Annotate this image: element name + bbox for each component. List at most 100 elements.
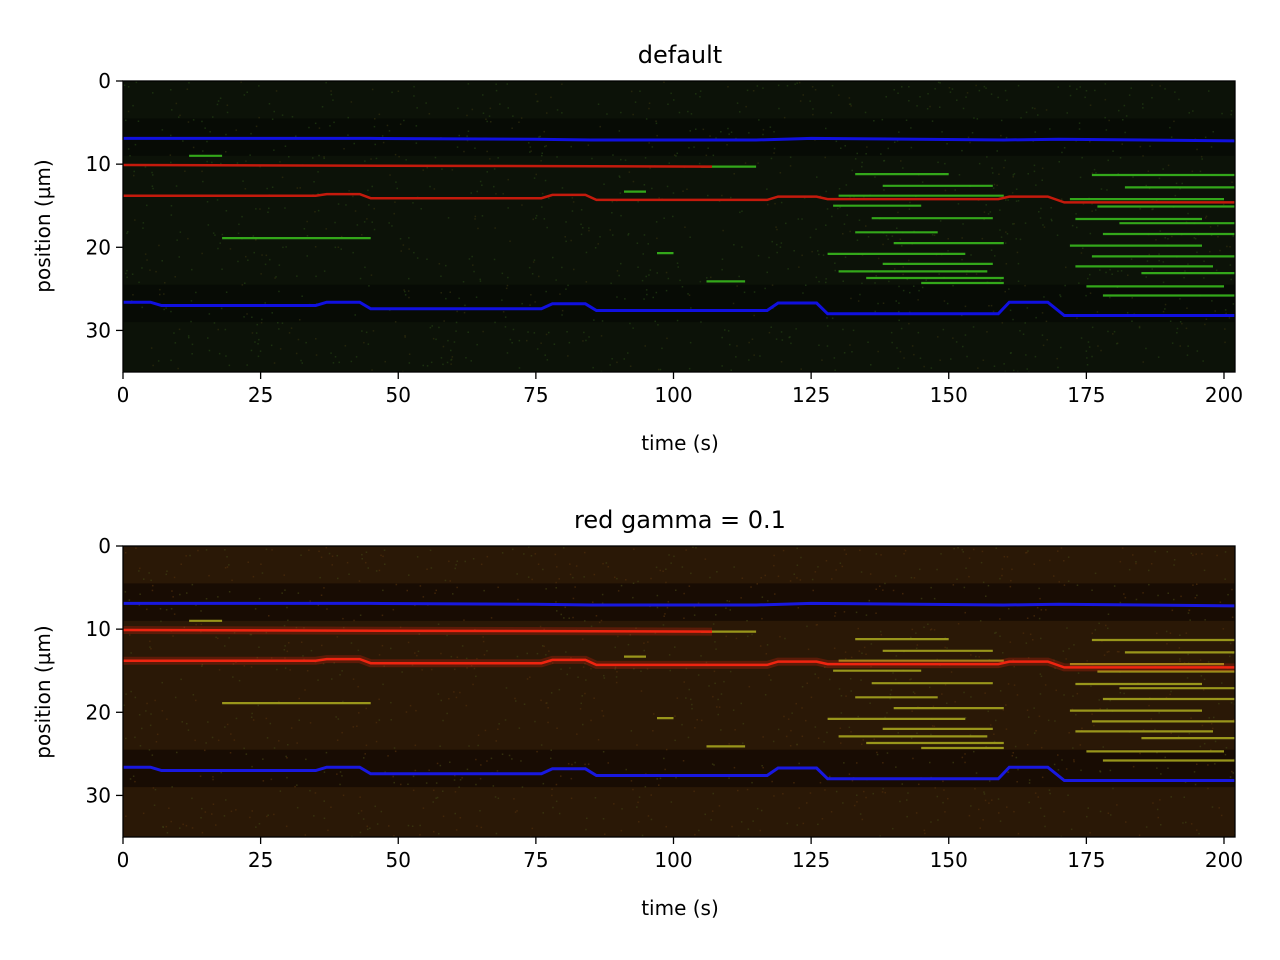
noise-pixel xyxy=(455,829,458,831)
noise-pixel xyxy=(786,822,789,825)
x-tick-label: 150 xyxy=(930,383,968,407)
noise-pixel xyxy=(638,796,641,798)
noise-pixel xyxy=(565,240,567,243)
noise-pixel xyxy=(456,560,458,562)
noise-pixel xyxy=(235,129,237,131)
noise-pixel xyxy=(394,153,397,156)
noise-pixel xyxy=(962,223,964,225)
noise-pixel xyxy=(380,554,382,557)
noise-pixel xyxy=(1109,699,1111,702)
noise-pixel xyxy=(296,275,298,277)
noise-pixel xyxy=(507,207,509,209)
noise-pixel xyxy=(344,345,347,347)
noise-pixel xyxy=(467,331,469,333)
noise-pixel xyxy=(806,682,808,684)
noise-pixel xyxy=(201,831,204,834)
noise-pixel xyxy=(353,142,355,145)
noise-pixel xyxy=(829,775,831,778)
noise-pixel xyxy=(321,106,324,108)
noise-pixel xyxy=(231,579,233,582)
noise-pixel xyxy=(779,246,782,248)
noise-pixel xyxy=(1012,752,1014,754)
noise-pixel xyxy=(728,743,730,745)
noise-pixel xyxy=(844,657,847,660)
noise-pixel xyxy=(549,661,552,663)
noise-pixel xyxy=(759,645,762,647)
noise-pixel xyxy=(741,246,743,248)
noise-pixel xyxy=(142,222,145,224)
noise-pixel xyxy=(1135,598,1138,601)
noise-pixel xyxy=(1016,781,1018,783)
noise-pixel xyxy=(304,689,306,691)
noise-pixel xyxy=(1211,806,1214,808)
noise-pixel xyxy=(694,833,696,836)
noise-pixel xyxy=(1014,745,1017,748)
noise-pixel xyxy=(123,704,125,706)
blue-trace xyxy=(123,765,1235,782)
noise-pixel xyxy=(467,130,470,132)
noise-pixel xyxy=(150,648,152,650)
noise-pixel xyxy=(949,91,952,93)
noise-pixel xyxy=(371,88,374,91)
noise-pixel xyxy=(380,810,383,813)
noise-pixel xyxy=(1049,792,1051,795)
noise-pixel xyxy=(748,132,750,134)
noise-pixel xyxy=(195,604,197,606)
noise-pixel xyxy=(670,562,672,564)
noise-pixel xyxy=(486,555,489,558)
noise-pixel xyxy=(422,169,424,171)
noise-pixel xyxy=(954,701,956,703)
noise-pixel xyxy=(364,266,366,269)
noise-pixel xyxy=(1212,131,1214,133)
noise-pixel xyxy=(256,656,259,659)
noise-pixel xyxy=(201,807,203,810)
noise-pixel xyxy=(1188,112,1190,114)
noise-pixel xyxy=(200,817,202,819)
noise-pixel xyxy=(187,335,190,337)
noise-pixel xyxy=(998,812,1000,814)
noise-pixel xyxy=(523,553,525,555)
noise-pixel xyxy=(250,349,253,352)
noise-pixel xyxy=(772,740,775,743)
noise-pixel xyxy=(635,627,637,629)
noise-pixel xyxy=(495,832,498,835)
noise-pixel xyxy=(422,807,425,809)
noise-pixel xyxy=(507,178,509,181)
noise-pixel xyxy=(929,105,931,108)
noise-pixel xyxy=(676,152,678,155)
noise-pixel xyxy=(415,142,418,144)
noise-pixel xyxy=(1177,735,1180,738)
noise-pixel xyxy=(1073,644,1075,646)
noise-pixel xyxy=(840,147,842,149)
noise-pixel xyxy=(436,796,439,799)
noise-pixel xyxy=(1147,170,1150,172)
noise-pixel xyxy=(495,89,498,92)
noise-pixel xyxy=(1150,563,1153,565)
noise-pixel xyxy=(317,679,319,681)
noise-pixel xyxy=(273,747,276,749)
noise-pixel xyxy=(1165,696,1168,699)
noise-pixel xyxy=(1067,794,1069,796)
noise-pixel xyxy=(814,673,816,675)
noise-pixel xyxy=(796,743,798,746)
noise-pixel xyxy=(887,238,889,240)
noise-pixel xyxy=(656,272,658,274)
noise-pixel xyxy=(981,550,984,553)
noise-pixel xyxy=(917,299,919,301)
noise-pixel xyxy=(449,580,451,582)
noise-pixel xyxy=(697,674,700,676)
noise-pixel xyxy=(1155,239,1157,241)
noise-pixel xyxy=(251,332,254,334)
noise-pixel xyxy=(796,547,798,550)
noise-pixel xyxy=(544,145,546,148)
noise-pixel xyxy=(845,184,848,186)
noise-pixel xyxy=(750,586,752,588)
noise-pixel xyxy=(323,800,325,802)
noise-pixel xyxy=(923,829,926,832)
noise-pixel xyxy=(371,369,373,371)
noise-pixel xyxy=(1041,776,1044,779)
noise-pixel xyxy=(139,567,141,570)
noise-pixel xyxy=(1028,801,1030,804)
noise-pixel xyxy=(1185,821,1187,824)
noise-pixel xyxy=(743,291,746,294)
